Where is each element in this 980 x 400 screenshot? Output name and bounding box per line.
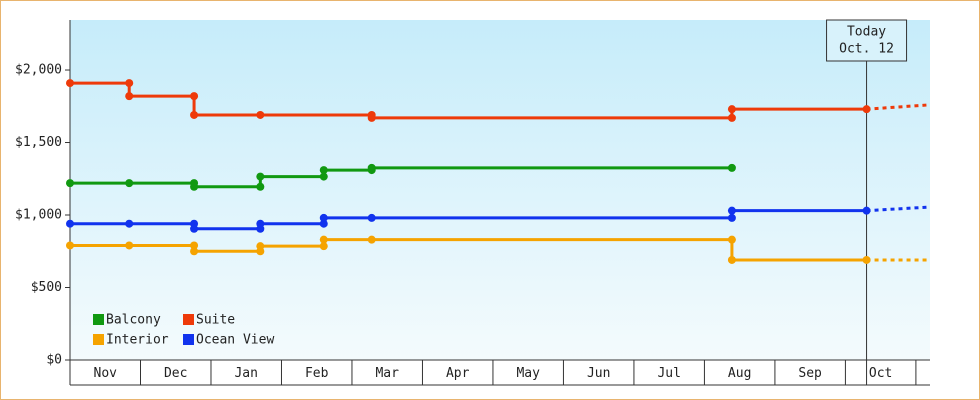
- y-tick-label: $2,000: [15, 63, 62, 78]
- forecast-line: [866, 103, 931, 111]
- legend-label: Suite: [196, 313, 235, 328]
- data-point: [319, 172, 328, 181]
- legend-swatch: [183, 334, 194, 345]
- data-point: [125, 92, 134, 101]
- data-point: [190, 92, 199, 101]
- data-point: [256, 182, 265, 191]
- data-point: [190, 182, 199, 191]
- today-label: Oct. 12: [839, 42, 894, 57]
- x-tick-label: Dec: [164, 366, 187, 381]
- data-point: [319, 166, 328, 175]
- data-point: [66, 219, 74, 228]
- data-point: [256, 110, 265, 119]
- data-point: [319, 235, 328, 244]
- data-point: [125, 241, 134, 250]
- data-point: [367, 235, 376, 244]
- data-point: [125, 79, 134, 88]
- data-point: [125, 219, 134, 228]
- y-tick-label: $0: [46, 353, 62, 368]
- data-point: [190, 241, 199, 250]
- data-point: [66, 241, 74, 250]
- data-point: [727, 105, 736, 114]
- legend-label: Interior: [106, 333, 169, 348]
- legend-swatch: [183, 314, 194, 325]
- legend-swatch: [93, 334, 104, 345]
- plot-area: [70, 20, 930, 360]
- x-tick-label: Oct: [869, 366, 892, 381]
- data-point: [319, 219, 328, 228]
- data-point: [367, 213, 376, 222]
- data-point: [190, 247, 199, 256]
- data-point: [190, 224, 199, 233]
- x-tick-label: Feb: [305, 366, 329, 381]
- y-tick-label: $1,500: [15, 135, 62, 150]
- x-tick-label: Jan: [234, 366, 257, 381]
- forecast-line: [866, 205, 931, 213]
- x-tick-label: Jun: [587, 366, 610, 381]
- data-point: [256, 242, 265, 251]
- legend-swatch: [93, 314, 104, 325]
- y-tick-label: $1,000: [15, 208, 62, 223]
- data-point: [727, 213, 736, 222]
- legend-label: Balcony: [106, 313, 161, 328]
- data-point: [727, 206, 736, 215]
- data-point: [727, 113, 736, 122]
- y-tick-label: $500: [31, 280, 62, 295]
- data-point: [319, 213, 328, 222]
- x-tick-label: Nov: [94, 366, 118, 381]
- data-point: [862, 255, 871, 264]
- legend-label: Ocean View: [196, 333, 274, 348]
- data-point: [367, 113, 376, 122]
- x-tick-label: Aug: [728, 366, 751, 381]
- data-point: [319, 242, 328, 251]
- data-point: [66, 79, 74, 88]
- data-point: [862, 206, 871, 215]
- data-point: [727, 163, 736, 172]
- data-point: [727, 235, 736, 244]
- data-point: [862, 105, 871, 114]
- x-tick-label: May: [516, 366, 540, 381]
- x-tick-label: Mar: [375, 366, 399, 381]
- data-point: [66, 179, 74, 188]
- x-tick-label: Apr: [446, 366, 470, 381]
- data-point: [256, 172, 265, 181]
- data-point: [727, 255, 736, 264]
- x-tick-label: Sep: [798, 366, 822, 381]
- today-label: Today: [847, 25, 886, 40]
- data-point: [367, 163, 376, 172]
- data-point: [256, 219, 265, 228]
- x-tick-label: Jul: [657, 366, 680, 381]
- today-box: [826, 19, 908, 62]
- data-point: [125, 179, 134, 188]
- data-point: [190, 110, 199, 119]
